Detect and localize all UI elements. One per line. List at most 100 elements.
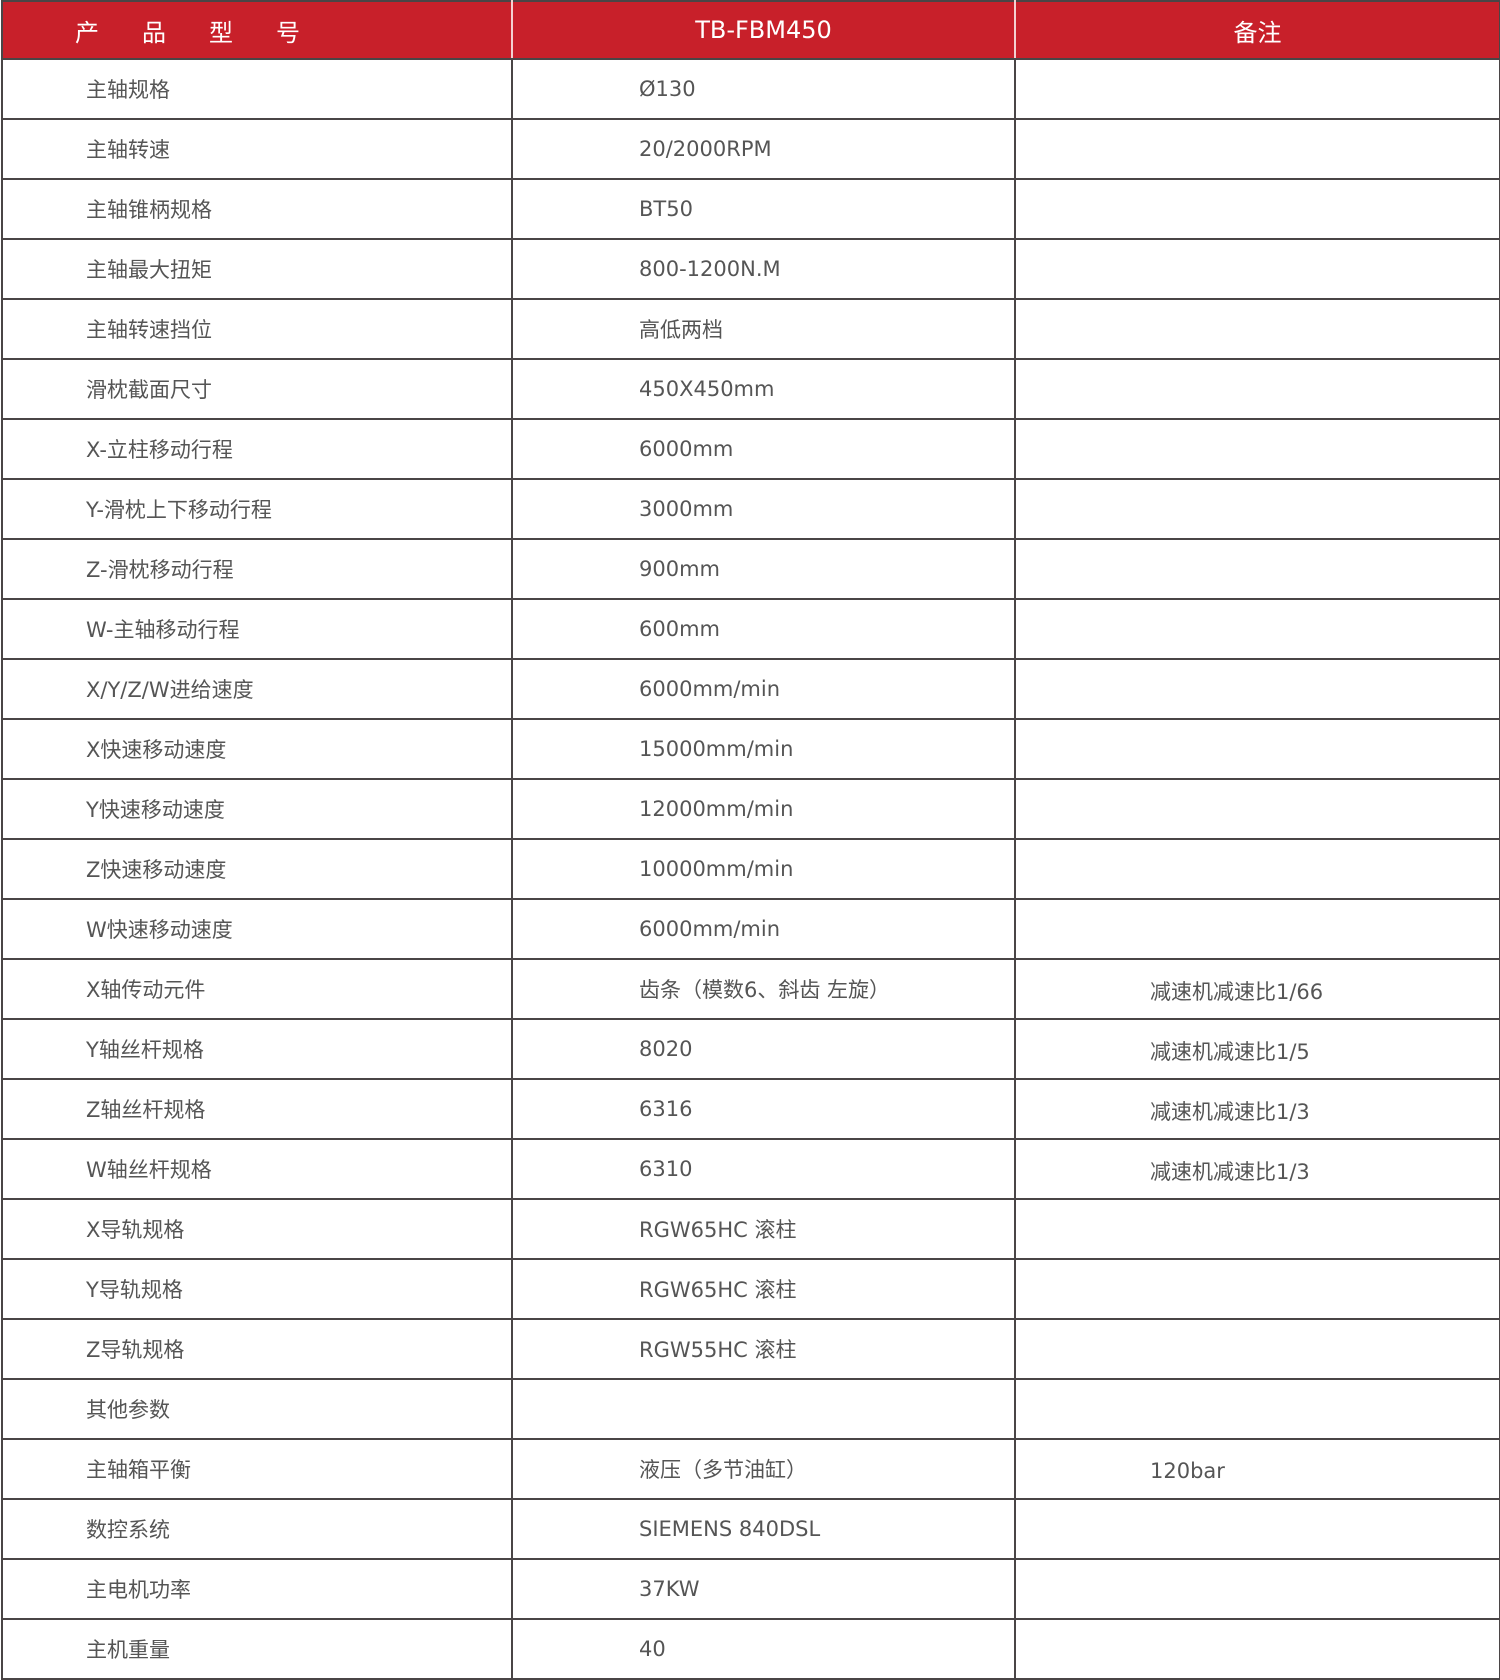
note-cell (1014, 1198, 1500, 1260)
param-cell: 数控系统 (1, 1498, 513, 1560)
param-cell: X导轨规格 (1, 1198, 513, 1260)
value-cell: 齿条（模数6、斜齿 左旋） (511, 958, 1016, 1020)
table-row: 主轴规格 Ø130 (1, 58, 1500, 120)
table-row: 主轴转速挡位 高低两档 (1, 298, 1500, 360)
param-cell: Z-滑枕移动行程 (1, 538, 513, 600)
value-cell (511, 1378, 1016, 1440)
value-cell: BT50 (511, 178, 1016, 240)
table-row: 主轴箱平衡 液压（多节油缸） 120bar (1, 1438, 1500, 1500)
param-cell: Z导轨规格 (1, 1318, 513, 1380)
value-cell: SIEMENS 840DSL (511, 1498, 1016, 1560)
note-cell (1014, 298, 1500, 360)
param-cell: X/Y/Z/W进给速度 (1, 658, 513, 720)
table-row: 主电机功率 37KW (1, 1558, 1500, 1620)
note-cell: 减速机减速比1/5 (1014, 1018, 1500, 1080)
note-cell (1014, 418, 1500, 480)
param-cell: 主轴锥柄规格 (1, 178, 513, 240)
param-cell: 主电机功率 (1, 1558, 513, 1620)
param-cell: X轴传动元件 (1, 958, 513, 1020)
value-cell: 8020 (511, 1018, 1016, 1080)
value-cell: 6000mm/min (511, 658, 1016, 720)
table-row: W-主轴移动行程 600mm (1, 598, 1500, 660)
note-cell: 减速机减速比1/3 (1014, 1138, 1500, 1200)
table-row: 主轴最大扭矩 800-1200N.M (1, 238, 1500, 300)
note-cell (1014, 898, 1500, 960)
table-row: Z快速移动速度 10000mm/min (1, 838, 1500, 900)
header-row: 产品型号 TB-FBM450 备注 (1, 0, 1500, 60)
note-cell (1014, 1618, 1500, 1680)
header-model-value: TB-FBM450 (511, 0, 1016, 60)
value-cell: 450X450mm (511, 358, 1016, 420)
table-row: 主轴锥柄规格 BT50 (1, 178, 1500, 240)
value-cell: 800-1200N.M (511, 238, 1016, 300)
note-cell (1014, 718, 1500, 780)
param-cell: Y快速移动速度 (1, 778, 513, 840)
note-cell (1014, 358, 1500, 420)
table-row: Z导轨规格 RGW55HC 滚柱 (1, 1318, 1500, 1380)
table-row: Y-滑枕上下移动行程 3000mm (1, 478, 1500, 540)
table-row: X-立柱移动行程 6000mm (1, 418, 1500, 480)
value-cell: RGW65HC 滚柱 (511, 1258, 1016, 1320)
param-cell: W轴丝杆规格 (1, 1138, 513, 1200)
table-row: Y快速移动速度 12000mm/min (1, 778, 1500, 840)
value-cell: 6310 (511, 1138, 1016, 1200)
note-cell (1014, 1378, 1500, 1440)
value-cell: 37KW (511, 1558, 1016, 1620)
param-cell: Z快速移动速度 (1, 838, 513, 900)
note-cell (1014, 1558, 1500, 1620)
value-cell: 6000mm/min (511, 898, 1016, 960)
table-row: Y轴丝杆规格 8020 减速机减速比1/5 (1, 1018, 1500, 1080)
note-cell (1014, 1318, 1500, 1380)
param-cell: 主轴规格 (1, 58, 513, 120)
value-cell: 15000mm/min (511, 718, 1016, 780)
value-cell: 600mm (511, 598, 1016, 660)
value-cell: RGW65HC 滚柱 (511, 1198, 1016, 1260)
value-cell: RGW55HC 滚柱 (511, 1318, 1016, 1380)
param-cell: X-立柱移动行程 (1, 418, 513, 480)
value-cell: 高低两档 (511, 298, 1016, 360)
param-cell: W快速移动速度 (1, 898, 513, 960)
table-row: X导轨规格 RGW65HC 滚柱 (1, 1198, 1500, 1260)
table-row: Y导轨规格 RGW65HC 滚柱 (1, 1258, 1500, 1320)
note-cell (1014, 658, 1500, 720)
table-row: 滑枕截面尺寸 450X450mm (1, 358, 1500, 420)
value-cell: 液压（多节油缸） (511, 1438, 1016, 1500)
note-cell (1014, 478, 1500, 540)
note-cell (1014, 238, 1500, 300)
note-cell (1014, 1498, 1500, 1560)
note-cell (1014, 58, 1500, 120)
table-row: 主机重量 40 (1, 1618, 1500, 1680)
note-cell (1014, 598, 1500, 660)
value-cell: 12000mm/min (511, 778, 1016, 840)
value-cell: 6000mm (511, 418, 1016, 480)
value-cell: 40 (511, 1618, 1016, 1680)
note-cell: 减速机减速比1/3 (1014, 1078, 1500, 1140)
param-cell: 滑枕截面尺寸 (1, 358, 513, 420)
note-cell (1014, 118, 1500, 180)
param-cell: 主轴箱平衡 (1, 1438, 513, 1500)
value-cell: Ø130 (511, 58, 1016, 120)
header-notes: 备注 (1014, 0, 1500, 60)
param-cell: 其他参数 (1, 1378, 513, 1440)
table-row: X/Y/Z/W进给速度 6000mm/min (1, 658, 1500, 720)
note-cell: 减速机减速比1/66 (1014, 958, 1500, 1020)
note-cell (1014, 1258, 1500, 1320)
param-cell: Y导轨规格 (1, 1258, 513, 1320)
param-cell: W-主轴移动行程 (1, 598, 513, 660)
param-cell: 主机重量 (1, 1618, 513, 1680)
table-row: W轴丝杆规格 6310 减速机减速比1/3 (1, 1138, 1500, 1200)
table-row: W快速移动速度 6000mm/min (1, 898, 1500, 960)
note-cell (1014, 178, 1500, 240)
value-cell: 10000mm/min (511, 838, 1016, 900)
table-row: X轴传动元件 齿条（模数6、斜齿 左旋） 减速机减速比1/66 (1, 958, 1500, 1020)
note-cell (1014, 838, 1500, 900)
table-row: X快速移动速度 15000mm/min (1, 718, 1500, 780)
param-cell: Y轴丝杆规格 (1, 1018, 513, 1080)
note-cell (1014, 538, 1500, 600)
header-model-label: 产品型号 (1, 0, 513, 60)
param-cell: 主轴最大扭矩 (1, 238, 513, 300)
param-cell: X快速移动速度 (1, 718, 513, 780)
value-cell: 20/2000RPM (511, 118, 1016, 180)
param-cell: 主轴转速 (1, 118, 513, 180)
